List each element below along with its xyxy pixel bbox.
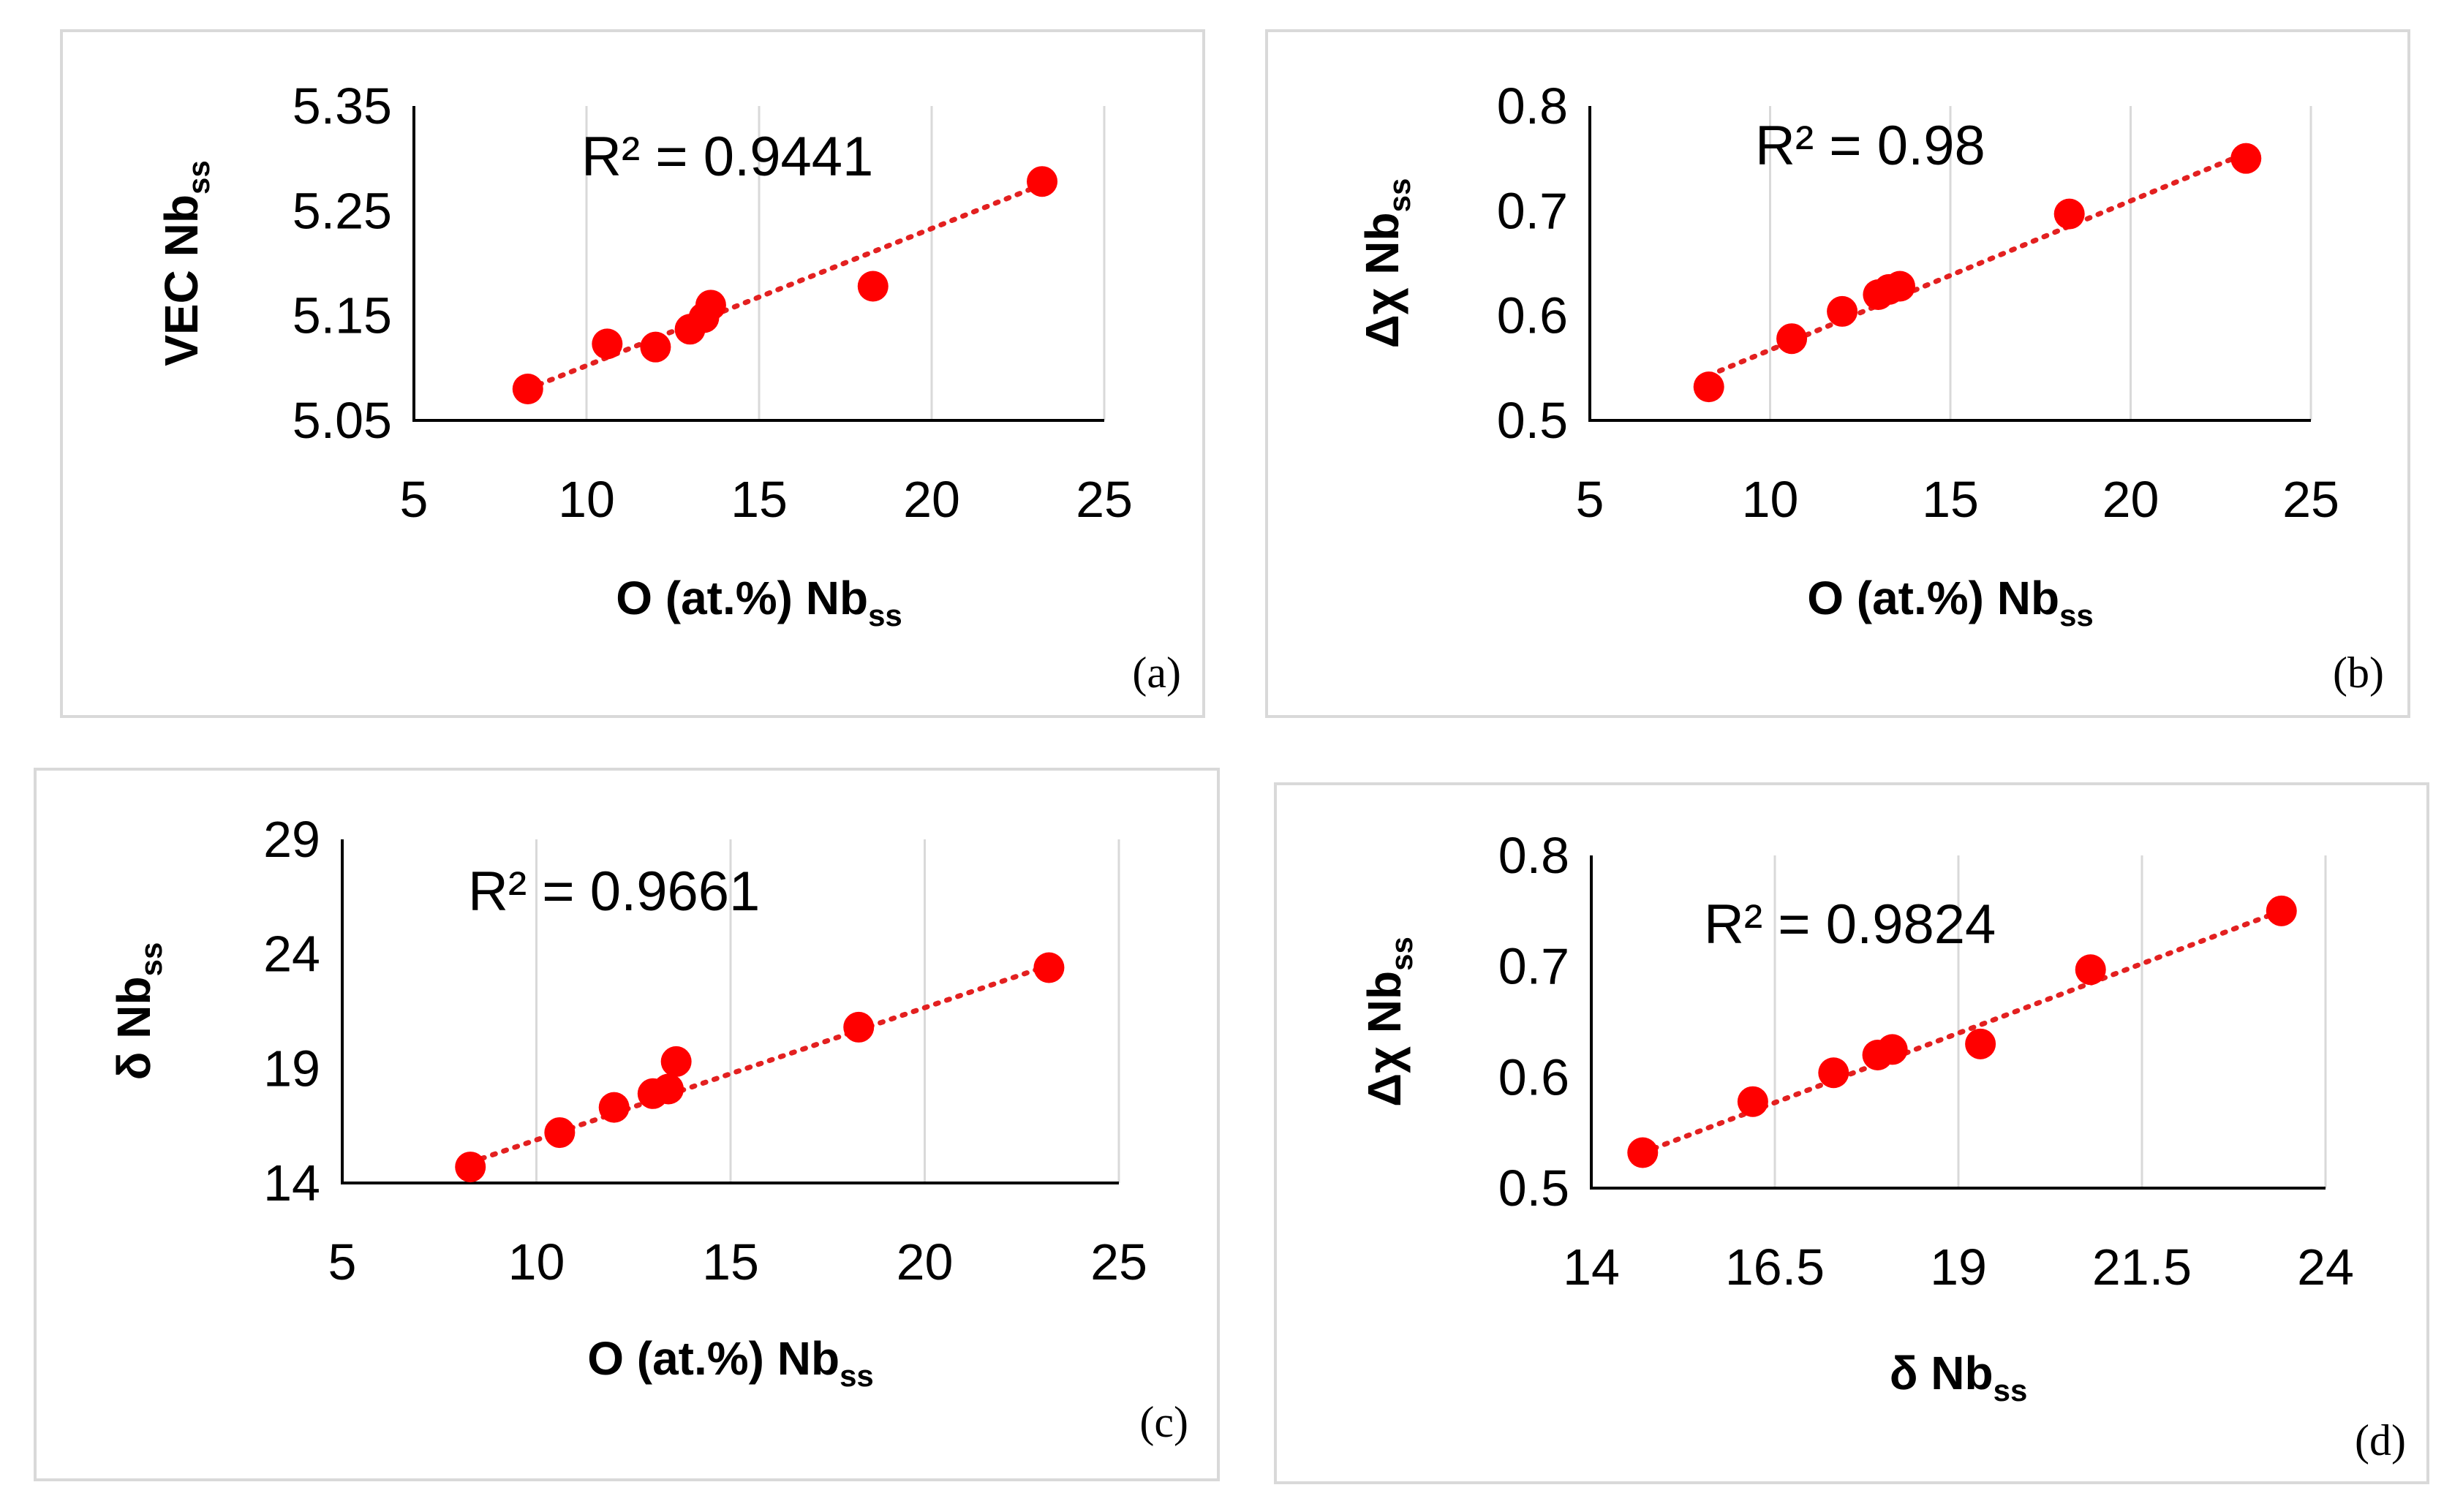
panel-label: (b): [2333, 649, 2384, 697]
x-tick-label: 25: [1090, 1233, 1147, 1290]
panel-b: [1265, 29, 2410, 718]
data-point: [695, 290, 726, 321]
y-tick-label: 5.35: [293, 78, 392, 135]
data-point: [653, 1073, 684, 1105]
data-point: [598, 1092, 630, 1123]
y-axis-title: Δχ Nbss: [1356, 178, 1417, 349]
y-tick-label: 0.6: [1498, 1048, 1569, 1105]
y-axis-title: VEC Nbss: [155, 160, 216, 366]
y-tick-label: 14: [263, 1154, 320, 1212]
panel-d: [1274, 782, 2429, 1484]
data-point: [2230, 143, 2262, 174]
data-point: [1827, 295, 1858, 327]
x-tick-label: 15: [731, 471, 788, 528]
y-tick-label: 19: [263, 1040, 320, 1097]
x-axis-title: O (at.%) Nbss: [587, 1332, 874, 1393]
data-point: [592, 328, 623, 360]
y-tick-label: 0.7: [1498, 938, 1569, 995]
data-point: [1818, 1057, 1849, 1089]
data-point: [2053, 198, 2085, 230]
panel-label: (a): [1132, 649, 1181, 697]
data-point: [1877, 1034, 1908, 1065]
data-point: [1776, 323, 1808, 355]
chart-a: 5.05 5.15 5.25 5.35 5 10 15 20 25 R² = 0.9441 O (a…: [155, 78, 1181, 697]
y-tick-label: 0.5: [1498, 1160, 1569, 1217]
x-tick-label: 5: [400, 471, 429, 528]
data-point: [2266, 895, 2297, 926]
y-tick-label: 0.8: [1498, 827, 1569, 884]
x-tick-label: 5: [328, 1233, 357, 1290]
x-tick-label: 20: [903, 471, 960, 528]
panel-label: (d): [2355, 1416, 2406, 1464]
data-point: [1033, 952, 1065, 983]
x-tick-label: 10: [558, 471, 615, 528]
y-tick-label: 5.15: [293, 287, 392, 344]
data-point: [512, 374, 543, 404]
r-squared-label: R² = 0.9441: [581, 126, 873, 188]
data-point: [640, 331, 671, 363]
chart-d: 0.5 0.6 0.7 0.8 14 16.5 19 21.5 24 R² = 0.9824 δ N…: [1358, 827, 2406, 1464]
data-point: [1693, 371, 1724, 403]
x-axis-title: O (at.%) Nbss: [1807, 572, 2094, 632]
x-tick-label: 20: [897, 1233, 954, 1290]
x-tick-label: 19: [1930, 1239, 1987, 1296]
x-tick-label: 20: [2102, 471, 2160, 528]
x-axis-title: δ Nbss: [1890, 1347, 2028, 1407]
panel-c: [34, 768, 1220, 1481]
data-point: [1965, 1028, 1996, 1059]
x-tick-label: 21.5: [2092, 1239, 2192, 1296]
y-tick-label: 0.6: [1497, 287, 1568, 344]
trendline: [1640, 908, 2285, 1155]
x-tick-label: 10: [508, 1233, 565, 1290]
r-squared-label: R² = 0.98: [1755, 115, 1985, 177]
y-tick-label: 0.7: [1497, 182, 1568, 239]
data-point: [544, 1117, 576, 1149]
y-axis-title: Δχ Nbss: [1358, 937, 1419, 1107]
x-tick-label: 15: [1922, 471, 1979, 528]
y-tick-label: 29: [263, 811, 320, 868]
x-tick-label: 5: [1576, 471, 1604, 528]
y-axis-title: δ Nbss: [108, 942, 168, 1081]
data-point: [843, 1011, 875, 1043]
r-squared-label: R² = 0.9661: [468, 861, 760, 923]
chart-b: 0.5 0.6 0.7 0.8 5 10 15 20 25 R² = 0.98 O (at.%) N…: [1356, 78, 2384, 697]
data-point: [1027, 166, 1058, 197]
x-tick-label: 25: [1076, 471, 1133, 528]
x-tick-label: 10: [1742, 471, 1799, 528]
panel-label: (c): [1139, 1398, 1188, 1446]
data-point: [1884, 271, 1915, 302]
data-point: [1627, 1137, 1659, 1168]
data-point: [1737, 1086, 1768, 1117]
y-tick-label: 0.5: [1497, 392, 1568, 449]
chart-c: 14 19 24 29 5 10 15 20 25 R² = 0.9661 O (at.%) Nbs…: [108, 811, 1188, 1446]
x-axis-title: O (at.%) Nbss: [616, 572, 902, 632]
r-squared-label: R² = 0.9824: [1704, 893, 1996, 956]
x-tick-label: 15: [702, 1233, 759, 1290]
x-tick-label: 14: [1563, 1239, 1620, 1296]
data-point: [660, 1046, 692, 1077]
x-tick-label: 24: [2297, 1239, 2354, 1296]
y-tick-label: 24: [263, 926, 320, 983]
y-tick-label: 0.8: [1497, 78, 1568, 135]
x-tick-label: 16.5: [1725, 1239, 1825, 1296]
trendline: [467, 962, 1052, 1165]
data-point: [2075, 954, 2106, 986]
panel-a: [60, 29, 1205, 718]
y-tick-label: 5.05: [293, 392, 392, 449]
data-point: [455, 1152, 486, 1183]
x-tick-label: 25: [2282, 471, 2339, 528]
data-point: [857, 271, 889, 302]
y-tick-label: 5.25: [293, 182, 392, 239]
